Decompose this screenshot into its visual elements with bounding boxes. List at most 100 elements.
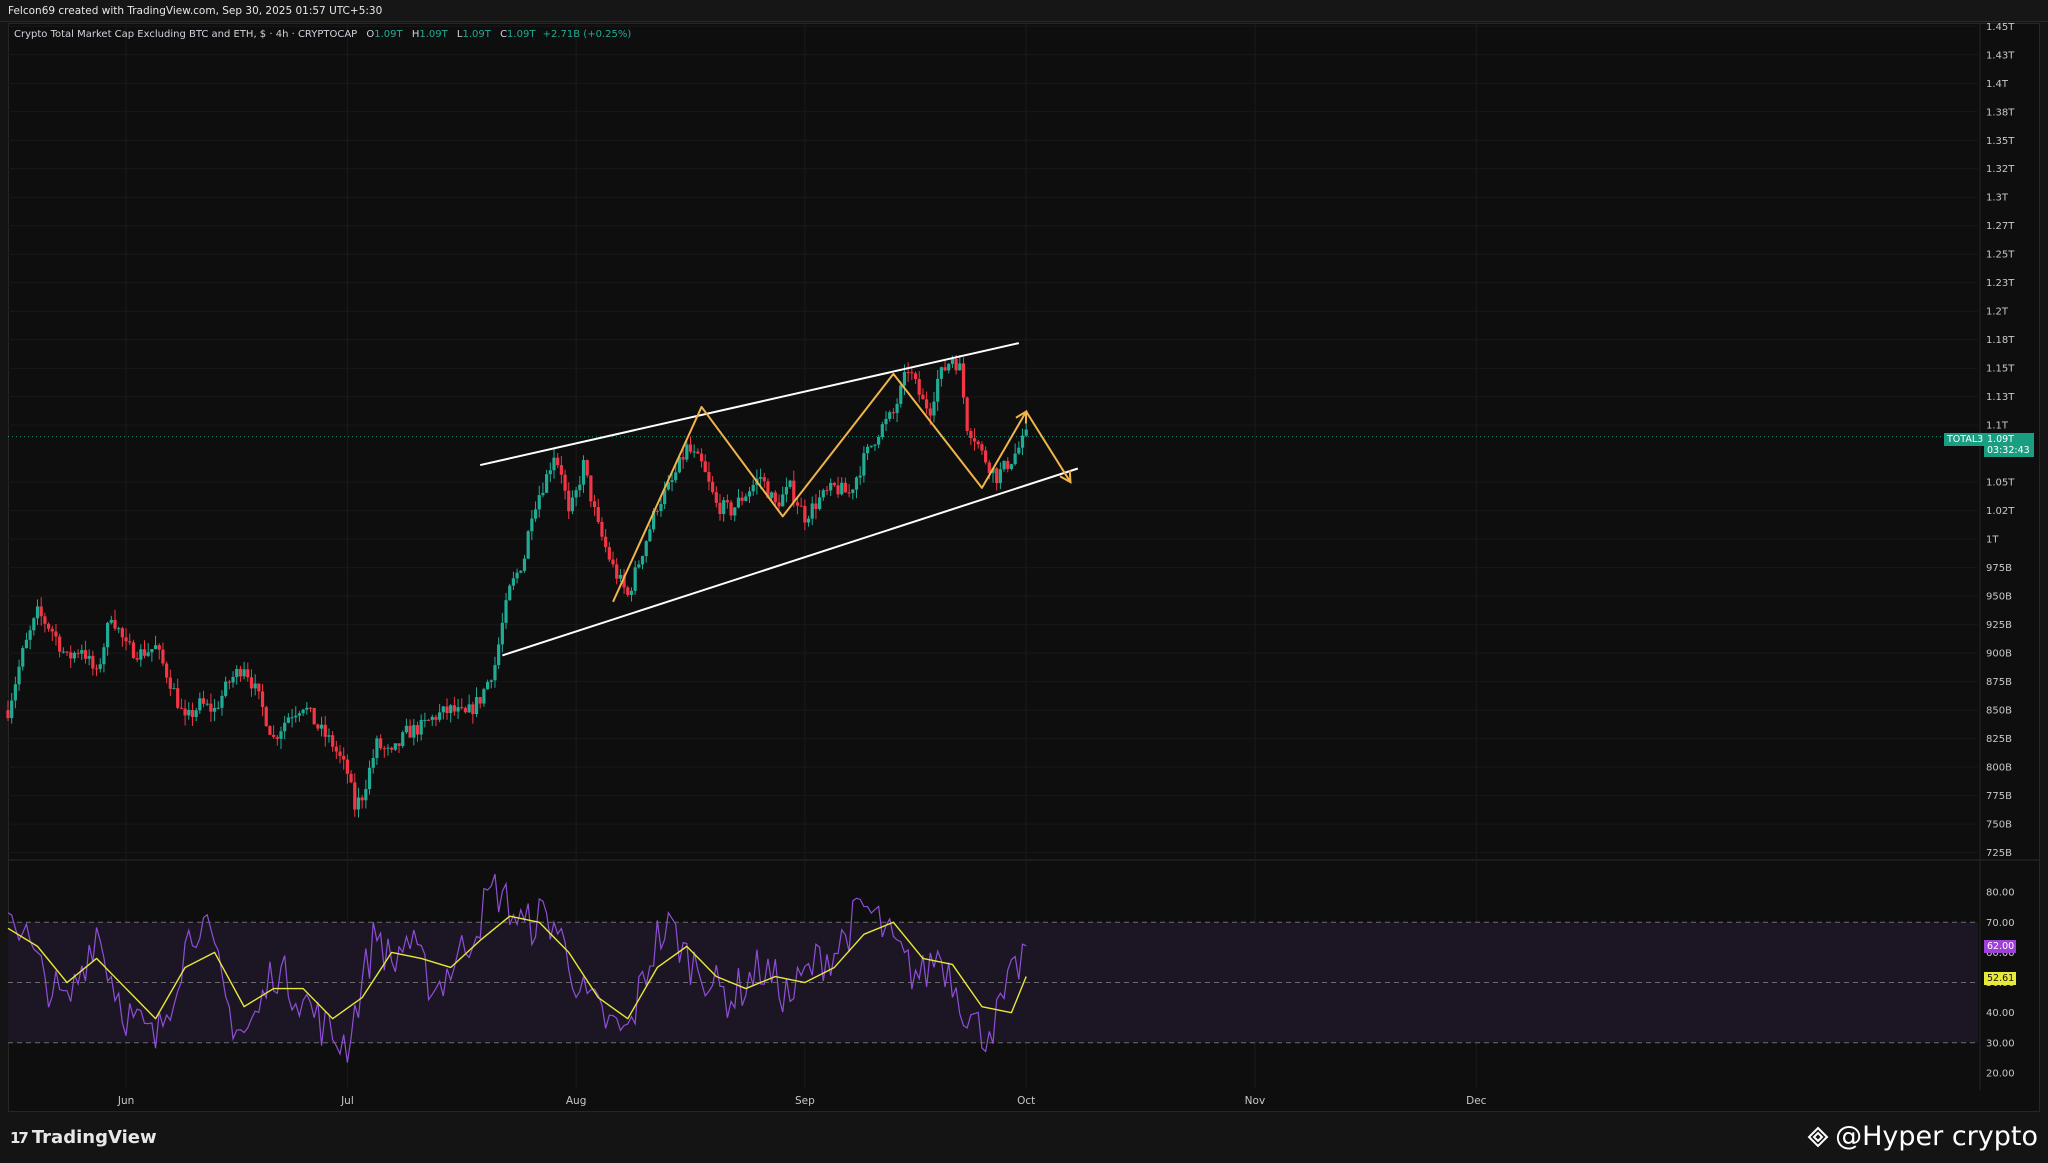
candle-body — [135, 658, 139, 660]
candle-body — [913, 373, 918, 379]
price-axis-label: 1.13T — [1986, 392, 2015, 403]
candle-body — [519, 570, 523, 573]
candle-body — [692, 451, 696, 453]
candle-body — [497, 644, 501, 666]
candle-body — [936, 378, 940, 402]
candle-body — [832, 482, 836, 486]
rsi-axis-label: 80.00 — [1986, 888, 2015, 899]
price-axis-label: 1.2T — [1986, 307, 2009, 318]
price-axis-label: 1.3T — [1986, 193, 2009, 204]
candle-body — [574, 490, 578, 498]
candle-body — [825, 490, 829, 492]
time-axis-label: Jun — [117, 1095, 134, 1107]
candle-body — [264, 707, 268, 727]
candle-body — [677, 457, 682, 473]
candle-body — [161, 649, 165, 664]
candle-body — [65, 651, 69, 653]
candle-body — [707, 471, 711, 482]
candle-body — [537, 495, 541, 510]
candle-body — [338, 751, 342, 756]
candle-body — [216, 707, 220, 709]
candle-body — [327, 735, 331, 737]
legend-symbol[interactable]: Crypto Total Market Cap Excluding BTC an… — [14, 29, 358, 40]
candle-body — [685, 444, 689, 460]
candle-body — [570, 497, 575, 512]
time-axis-label: Dec — [1466, 1095, 1487, 1107]
candle-body — [272, 734, 276, 737]
legend-change: +2.71B (+0.25%) — [542, 29, 632, 40]
legend-close-label: C — [500, 29, 508, 40]
candle-body — [984, 450, 988, 463]
candle-body — [736, 497, 741, 508]
candle-body — [954, 358, 958, 371]
candle-body — [563, 474, 567, 491]
candle-body — [290, 717, 294, 719]
candle-body — [596, 507, 600, 522]
candle-body — [545, 474, 549, 493]
candle-body — [541, 492, 545, 496]
price-axis-label: 1.38T — [1986, 107, 2015, 118]
candle-body — [58, 636, 62, 652]
candle-body — [227, 681, 231, 683]
candle-body — [279, 731, 283, 739]
channel-upper-line — [479, 342, 1020, 467]
candle-body — [1013, 453, 1017, 465]
rsi-axis-label: 20.00 — [1986, 1068, 2015, 1079]
candle-body — [238, 668, 243, 677]
candle-body — [504, 600, 508, 623]
candle-body — [891, 412, 895, 414]
candle-body — [54, 631, 58, 637]
candle-body — [969, 431, 973, 439]
candle-body — [172, 688, 176, 690]
candle-body — [456, 707, 460, 712]
candle-body — [323, 724, 327, 737]
candle-body — [393, 743, 397, 750]
candle-body — [146, 652, 150, 656]
last-price-tag: 1.09T 03:32:43 — [1984, 433, 2034, 457]
candle-body — [699, 453, 704, 462]
candle-body — [511, 578, 516, 586]
candle-body — [965, 397, 969, 432]
candle-body — [474, 697, 479, 715]
candle-body — [751, 484, 755, 492]
candle-body — [286, 717, 290, 723]
price-axis-label: 1.1T — [1986, 421, 2009, 432]
candle-body — [958, 363, 962, 371]
price-axis-label: 1.27T — [1986, 221, 2015, 232]
candle-body — [670, 480, 674, 483]
candle-body — [899, 385, 903, 404]
candle-body — [567, 490, 571, 512]
tradingview-logo[interactable]: 17 TradingView — [10, 1127, 157, 1148]
candle-body — [35, 606, 40, 619]
candle-body — [633, 567, 637, 591]
candle-body — [674, 472, 678, 481]
candle-body — [552, 457, 556, 471]
candle-body — [235, 668, 239, 678]
candle-body — [651, 510, 656, 530]
candle-body — [176, 688, 180, 708]
candle-body — [106, 622, 110, 648]
candle-body — [663, 489, 667, 505]
candle-body — [1006, 460, 1010, 469]
candle-body — [821, 490, 825, 498]
candle-body — [157, 645, 161, 650]
candle-body — [438, 712, 442, 720]
candle-body — [423, 719, 427, 721]
candle-body — [873, 444, 877, 446]
candle-body — [626, 587, 630, 596]
candle-body — [814, 503, 818, 510]
price-axis-label: 800B — [1986, 763, 2012, 774]
candle-body — [220, 695, 224, 708]
candle-body — [924, 399, 929, 409]
candle-body — [581, 460, 586, 485]
credit-text: Felcon69 created with TradingView.com, S… — [8, 5, 383, 17]
candle-body — [397, 743, 401, 746]
symbol-legend[interactable]: Crypto Total Market Cap Excluding BTC an… — [14, 29, 631, 40]
candle-body — [615, 564, 619, 579]
candle-body — [681, 457, 685, 460]
candle-body — [249, 677, 254, 689]
bar-countdown: 03:32:43 — [1987, 445, 2030, 456]
candle-body — [637, 564, 641, 568]
candle-body — [644, 541, 648, 557]
